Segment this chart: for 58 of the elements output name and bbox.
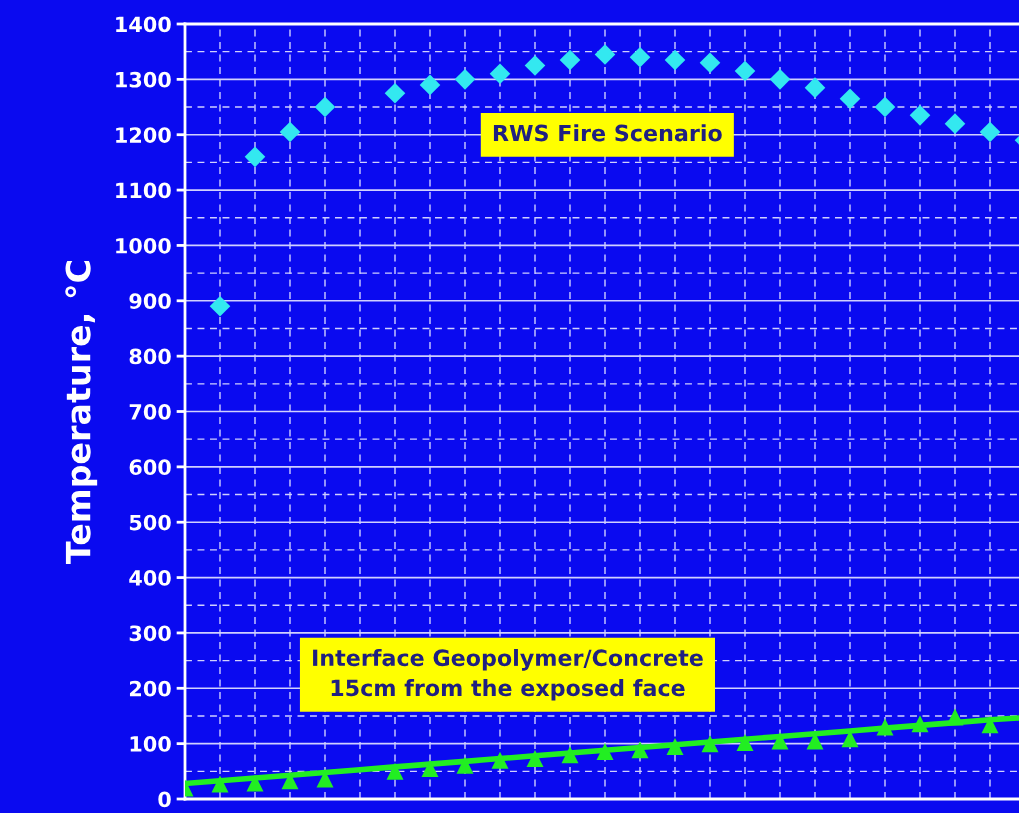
point <box>664 49 686 71</box>
y-tick-label: 1200 <box>116 127 171 143</box>
point <box>491 751 509 769</box>
point <box>699 52 721 74</box>
y-tick-label: 800 <box>129 348 171 365</box>
y-tick-label: 300 <box>129 625 171 642</box>
y-tick-label: 100 <box>130 736 171 752</box>
point <box>769 69 791 90</box>
point <box>524 55 546 76</box>
y-tick-label: 900 <box>129 293 171 309</box>
y-tick-label: 1000 <box>116 237 171 254</box>
point <box>594 44 616 65</box>
point <box>559 49 581 71</box>
y-tick-label: 1400 <box>116 16 171 33</box>
point <box>526 750 544 768</box>
point <box>456 756 474 774</box>
point <box>419 74 441 96</box>
y-tick-label: 600 <box>129 459 171 476</box>
point <box>489 63 511 85</box>
point <box>981 716 999 734</box>
point <box>386 762 404 780</box>
y-tick-label: 1100 <box>116 182 171 199</box>
point <box>666 737 684 755</box>
point <box>771 732 789 750</box>
point <box>874 96 896 118</box>
point <box>944 113 966 134</box>
point <box>279 121 301 143</box>
annotation: RWS Fire Scenario <box>493 124 722 142</box>
y-tick-label: 700 <box>129 403 171 420</box>
point <box>314 96 336 118</box>
point <box>979 121 1001 143</box>
point <box>734 60 756 82</box>
point <box>876 718 894 736</box>
point <box>561 746 579 764</box>
point <box>911 715 929 733</box>
point <box>244 146 266 168</box>
y-tick-label: 0 <box>158 791 171 808</box>
point <box>736 734 754 752</box>
point <box>596 742 614 760</box>
y-tick-label: 200 <box>129 680 171 697</box>
point <box>629 46 651 68</box>
y-tick-label: 1300 <box>116 71 171 88</box>
point <box>281 772 299 790</box>
point <box>211 775 229 793</box>
y-axis-title: Temperature, °C <box>65 261 98 564</box>
point <box>839 88 861 110</box>
point <box>421 760 439 778</box>
point <box>631 741 649 759</box>
point <box>804 77 826 98</box>
point <box>246 774 264 792</box>
point <box>909 105 931 126</box>
annotation: Interface Geopolymer/Concrete 15cm from the exposed face <box>313 648 703 701</box>
point <box>454 69 476 90</box>
y-tick-label: 500 <box>129 514 171 531</box>
point <box>209 296 231 317</box>
point <box>384 82 406 104</box>
point <box>701 735 719 753</box>
y-tick-label: 400 <box>129 570 171 586</box>
